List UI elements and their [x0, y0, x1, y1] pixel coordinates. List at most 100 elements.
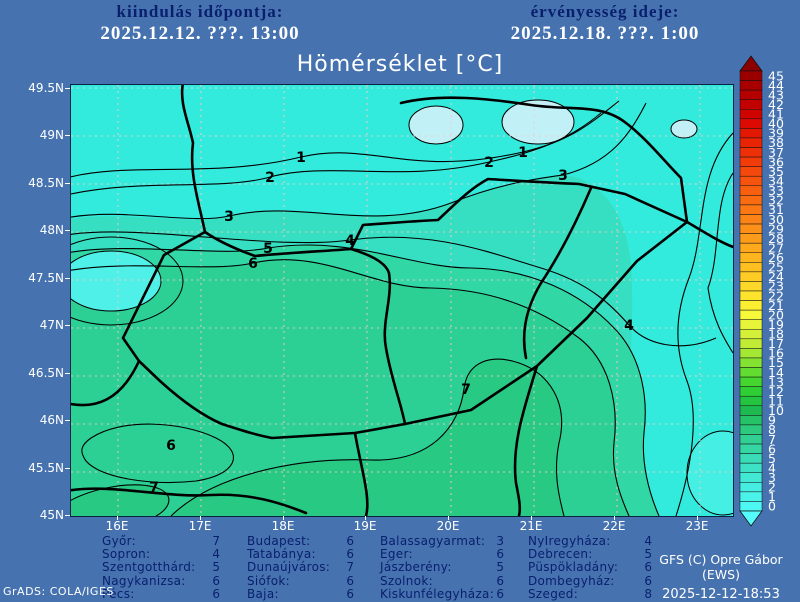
- colorbar-segment: [739, 434, 763, 445]
- colorbar-value-label: 17: [768, 336, 784, 351]
- station-row: NyIregyháza: 4: [528, 534, 652, 548]
- lat-tick-label: 45.5N: [28, 461, 64, 475]
- station-name: Baja:: [247, 586, 279, 601]
- isotherm-value-label: 2: [484, 155, 494, 171]
- colorbar-segment: [739, 156, 763, 167]
- isotherm-value-label: 6: [166, 438, 176, 454]
- station-name: Szolnok:: [380, 573, 433, 588]
- isotherm-value-label: 6: [248, 256, 258, 272]
- isotherm-value-label: 2: [265, 170, 275, 186]
- colorbar-segment: [739, 405, 763, 416]
- colorbar-value-label: 10: [768, 403, 784, 418]
- colorbar-value-label: 23: [768, 279, 784, 294]
- station-name: Eger:: [380, 547, 413, 562]
- isotherm-value-label: 7: [149, 480, 159, 496]
- colorbar-underflow-triangle: [739, 510, 763, 527]
- colorbar-value-label: 35: [768, 164, 784, 179]
- lat-tick-label: 47.5N: [28, 271, 64, 285]
- colorbar-value-label: 34: [768, 174, 784, 189]
- lat-tick: [65, 325, 70, 326]
- colorbar-value-label: 2: [768, 480, 776, 495]
- colorbar-segment: [739, 482, 763, 493]
- temperature-colorbar: 4544434241403938373635343332313029282726…: [739, 55, 784, 527]
- colorbar-segment: [739, 271, 763, 282]
- colorbar-value-label: 24: [768, 269, 784, 284]
- lon-tick: [200, 516, 201, 520]
- colorbar-segment: [739, 348, 763, 359]
- station-name: Szentgotthárd:: [102, 560, 196, 575]
- lat-tick: [65, 278, 70, 279]
- credits-block: GFS (C) Opre Gábor (EWS) 2025-12-12-18:5…: [645, 552, 797, 602]
- lat-tick-label: 48N: [39, 223, 64, 237]
- station-row: Siófok: 6: [247, 573, 354, 588]
- colorbar-segment: [739, 262, 763, 273]
- colorbar-segment: [739, 300, 763, 311]
- lon-tick: [448, 516, 449, 520]
- colorbar-value-label: 40: [768, 116, 784, 131]
- station-name: Kiskunfélegyháza:: [380, 586, 495, 601]
- station-name: Debrecen:: [528, 547, 593, 562]
- lat-tick: [65, 230, 70, 231]
- colorbar-value-label: 13: [768, 374, 784, 389]
- init-time-block: kiindulás időpontja: 2025.12.12. ???. 13…: [30, 2, 370, 45]
- colorbar-segment: [739, 338, 763, 349]
- colorbar-segment: [739, 491, 763, 502]
- colorbar-value-label: 38: [768, 135, 784, 150]
- station-row: Dombegyház: 6: [528, 573, 652, 588]
- colorbar-segment: [739, 415, 763, 426]
- station-column: Budapest: 6 Tatabánya: 6 Dunaújváros: 7 Siófok…: [247, 534, 354, 601]
- station-temperature: 6: [496, 586, 504, 601]
- colorbar-segment: [739, 223, 763, 234]
- generation-timestamp: 2025-12-12-18:53: [662, 587, 780, 602]
- station-row: Eger: 6: [380, 548, 504, 561]
- lat-tick: [65, 373, 70, 374]
- lon-tick-label: 18E: [271, 519, 295, 533]
- org-credit: (EWS): [702, 567, 740, 582]
- colorbar-value-label: 31: [768, 202, 784, 217]
- colorbar-segment: [739, 109, 763, 120]
- lat-tick: [65, 183, 70, 184]
- colorbar-segment: [739, 472, 763, 483]
- lon-tick-label: 22E: [602, 519, 626, 533]
- station-row: Debrecen: 5: [528, 548, 652, 561]
- isotherm-value-label: 4: [624, 318, 634, 334]
- station-name: Sopron:: [102, 547, 151, 562]
- lon-tick-label: 16E: [105, 519, 129, 533]
- station-row: Kiskunfélegyháza: 6: [380, 586, 504, 601]
- colorbar-segment: [739, 319, 763, 330]
- station-row: Jászberény: 5: [380, 561, 504, 574]
- station-temperature: 4: [644, 534, 652, 548]
- river-danube: [349, 247, 407, 426]
- colorbar-overflow-triangle: [739, 55, 763, 72]
- colorbar-value-label: 3: [768, 470, 776, 485]
- colorbar-value-label: 6: [768, 441, 776, 456]
- station-temperature: 6: [346, 573, 354, 588]
- colorbar-value-label: 4: [768, 460, 776, 475]
- map-country-borders: [71, 85, 733, 516]
- station-temperature-list: Győr: 7 Sopron: 4 Szentgotthárd: 5 Nagykanizsa…: [0, 534, 800, 601]
- colorbar-value-label: 28: [768, 231, 784, 246]
- station-row: Szolnok: 6: [380, 573, 504, 588]
- lon-tick: [697, 516, 698, 520]
- lat-tick-label: 48.5N: [28, 176, 64, 190]
- station-temperature: 6: [644, 573, 652, 588]
- station-row: Baja: 6: [247, 586, 354, 601]
- colorbar-segment: [739, 70, 763, 81]
- lon-tick: [365, 516, 366, 520]
- station-name: Budapest:: [247, 534, 311, 548]
- station-temperature: 6: [496, 547, 504, 562]
- isotherm-value-label: 4: [345, 233, 355, 249]
- colorbar-value-label: 5: [768, 451, 776, 466]
- map-fill-band-7: [171, 359, 564, 516]
- colorbar-value-label: 16: [768, 346, 784, 361]
- station-column: NyIregyháza: 4 Debrecen: 5 Püspökladány: 6 Dom…: [528, 534, 652, 601]
- lon-tick: [614, 516, 615, 520]
- colorbar-segment: [739, 329, 763, 340]
- station-name: Dunaújváros:: [247, 560, 331, 575]
- colorbar-value-label: 33: [768, 183, 784, 198]
- colorbar-segment: [739, 386, 763, 397]
- colorbar-segment: [739, 204, 763, 215]
- station-temperature: 6: [212, 573, 220, 588]
